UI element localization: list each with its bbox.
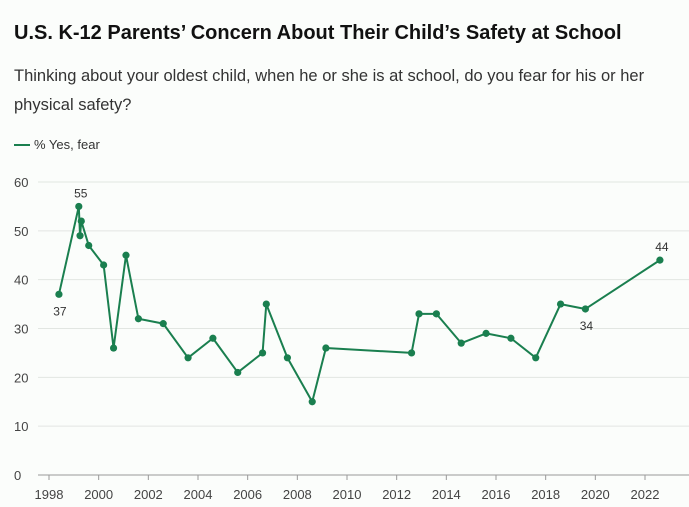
y-tick-label: 50 (14, 224, 28, 239)
y-tick-label: 20 (14, 370, 28, 385)
data-label: 55 (74, 186, 88, 200)
x-tick-label: 2008 (283, 487, 312, 502)
data-label: 34 (580, 319, 594, 333)
data-point (100, 261, 108, 269)
data-point (122, 251, 130, 259)
legend-swatch (14, 143, 30, 146)
data-point (432, 310, 440, 318)
data-point (77, 217, 85, 225)
x-tick-label: 2004 (184, 487, 213, 502)
data-point (407, 349, 416, 357)
data-point (134, 315, 142, 323)
x-tick-label: 2002 (134, 487, 163, 502)
x-tick-label: 1998 (35, 487, 64, 502)
data-point (109, 344, 118, 352)
data-point (457, 339, 465, 347)
x-tick-label: 2022 (631, 487, 660, 502)
x-tick-label: 2000 (84, 487, 113, 502)
data-label: 44 (655, 240, 669, 254)
x-tick-label: 2020 (581, 487, 610, 502)
data-point (308, 398, 316, 406)
legend: % Yes, fear (14, 137, 100, 152)
data-point (507, 334, 515, 342)
chart-title: U.S. K-12 Parents’ Concern About Their C… (14, 22, 622, 44)
chart-subtitle: Thinking about your oldest child, when h… (14, 67, 645, 114)
x-tick-label: 2014 (432, 487, 461, 502)
data-point (556, 300, 565, 308)
data-point (234, 368, 242, 377)
data-point (581, 305, 590, 313)
data-point (85, 241, 93, 250)
data-point (258, 349, 267, 357)
data-point (656, 256, 664, 264)
data-point (532, 354, 540, 362)
x-tick-label: 2010 (333, 487, 362, 502)
x-tick-label: 2006 (233, 487, 262, 502)
y-tick-label: 0 (14, 468, 21, 483)
data-point (55, 290, 63, 298)
x-tick-label: 2018 (531, 487, 560, 502)
data-point (76, 232, 84, 240)
y-tick-label: 60 (14, 175, 28, 190)
data-point (159, 320, 167, 328)
data-point (184, 354, 192, 362)
data-point (209, 334, 217, 342)
y-tick-label: 40 (14, 273, 28, 288)
data-point (283, 354, 291, 362)
data-point (262, 300, 270, 308)
legend-label: % Yes, fear (34, 137, 100, 152)
data-point (482, 329, 490, 337)
y-tick-label: 30 (14, 322, 28, 337)
data-point (415, 310, 423, 318)
x-tick-label: 2012 (382, 487, 411, 502)
data-point (322, 344, 330, 352)
data-point (75, 202, 83, 211)
y-tick-label: 10 (14, 419, 28, 434)
series-line (57, 205, 661, 403)
x-tick-label: 2016 (482, 487, 511, 502)
data-label: 37 (53, 304, 67, 318)
